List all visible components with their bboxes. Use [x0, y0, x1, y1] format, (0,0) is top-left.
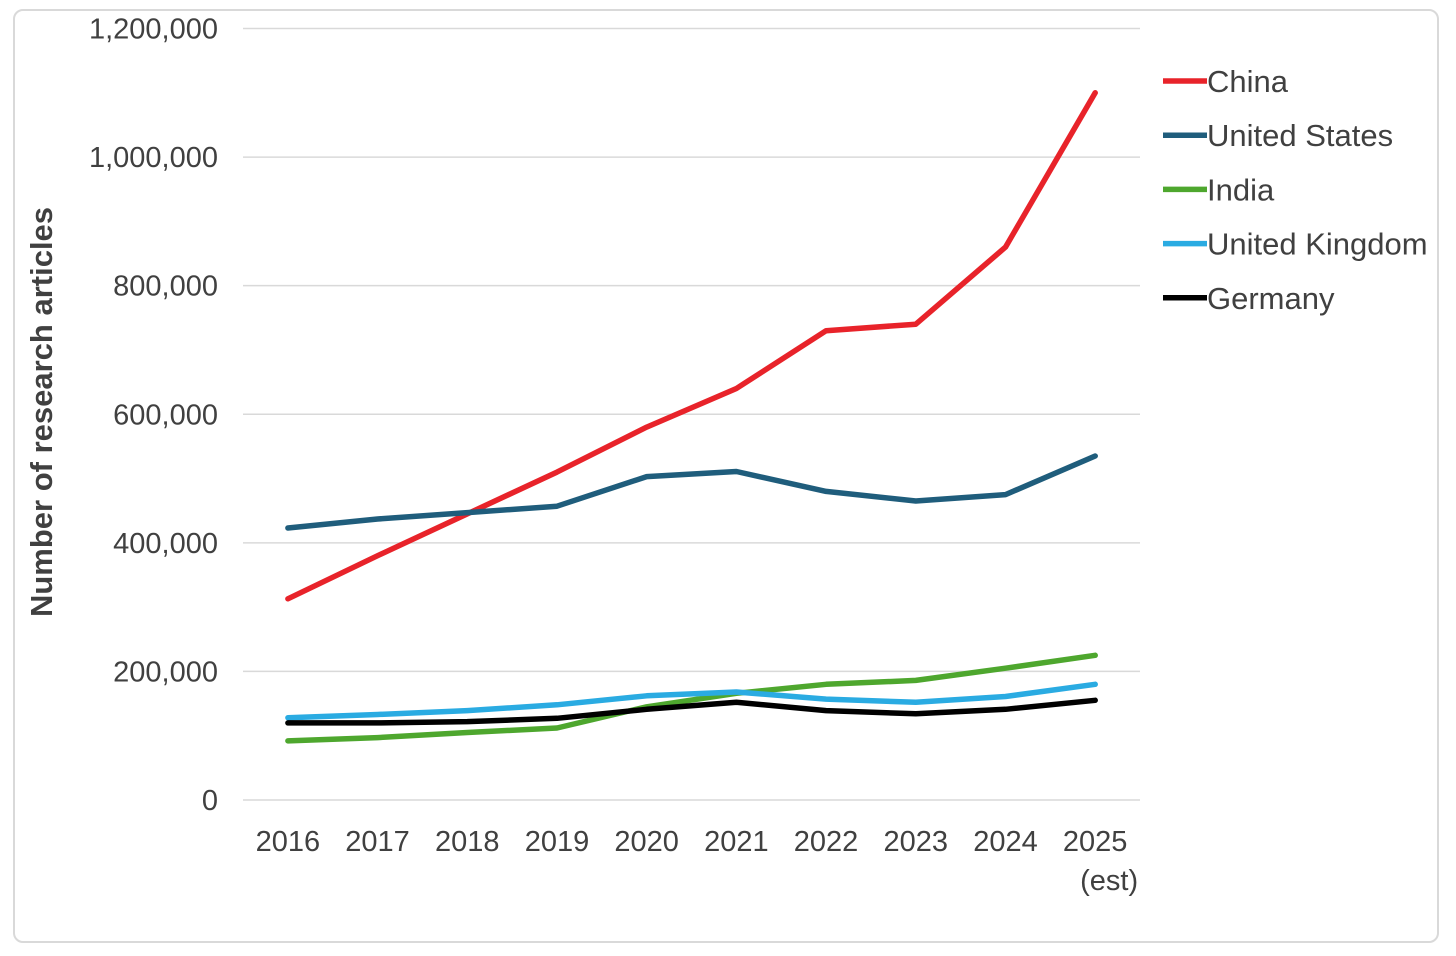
- legend-label: Germany: [1207, 281, 1335, 316]
- chart-card: [13, 9, 1439, 943]
- x-tick-label: 2018: [435, 826, 500, 858]
- y-tick-label: 400,000: [113, 528, 218, 560]
- series-line-india: [285, 652, 1098, 744]
- x-tick-label: 2019: [525, 826, 590, 858]
- gridlines: [243, 27, 1140, 801]
- legend-item-united-kingdom: United Kingdom: [1163, 227, 1428, 262]
- legend-label: United States: [1207, 118, 1393, 153]
- series-line-china: [285, 90, 1098, 602]
- legend-label: India: [1207, 172, 1275, 207]
- legend: China United States India United Kingdom Ger…: [1163, 64, 1428, 316]
- x-tick-label-suffix: (est): [1080, 865, 1138, 897]
- x-tick-label: 2024: [973, 826, 1038, 858]
- x-tick-label: 2023: [883, 826, 948, 858]
- legend-item-germany: Germany: [1163, 281, 1335, 316]
- y-tick-label: 1,000,000: [89, 142, 218, 174]
- series-line-united-states: [285, 453, 1098, 531]
- series-lines: [285, 90, 1098, 744]
- y-tick-label: 800,000: [113, 271, 218, 303]
- x-axis-tick-labels: 2016 2017 2018 2019 2020 2021 2022 2023 2024 2025…: [256, 826, 1139, 897]
- y-tick-label: 1,200,000: [89, 14, 218, 46]
- x-tick-label: 2017: [345, 826, 410, 858]
- y-axis-tick-labels: 0 200,000 400,000 600,000 800,000 1,000,000 1,…: [89, 14, 218, 818]
- y-axis-title: Number of research articles: [24, 207, 59, 617]
- x-tick-label: 2020: [614, 826, 679, 858]
- series-line-germany: [285, 697, 1098, 726]
- x-tick-label: 2025: [1063, 826, 1128, 858]
- x-tick-label: 2022: [794, 826, 859, 858]
- legend-item-india: India: [1163, 172, 1275, 207]
- x-tick-label: 2016: [256, 826, 321, 858]
- legend-item-united-states: United States: [1163, 118, 1393, 153]
- x-tick-label: 2021: [704, 826, 769, 858]
- y-tick-label: 0: [202, 785, 218, 817]
- legend-label: China: [1207, 64, 1289, 99]
- y-tick-label: 200,000: [113, 656, 218, 688]
- y-tick-label: 600,000: [113, 399, 218, 431]
- series-line-united-kingdom: [285, 681, 1098, 721]
- legend-label: United Kingdom: [1207, 227, 1428, 262]
- legend-item-china: China: [1163, 64, 1289, 99]
